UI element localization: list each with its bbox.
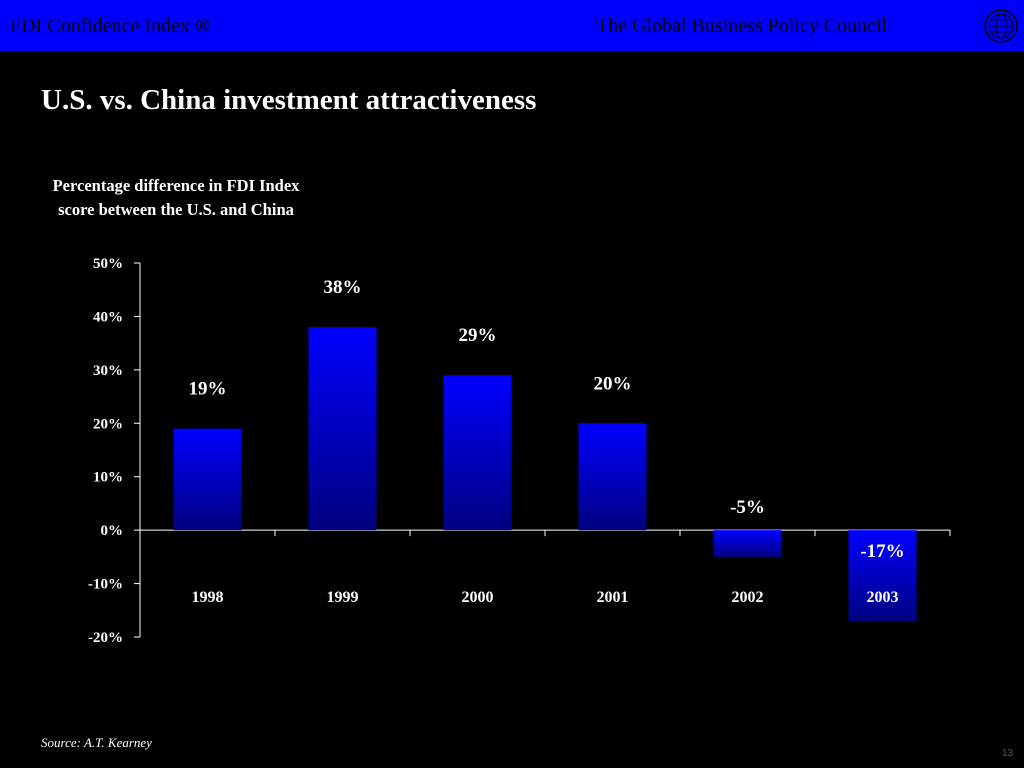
data-label-2000: 29%: [459, 325, 497, 346]
category-label-2003: 2003: [867, 589, 899, 606]
category-label-2000: 2000: [462, 589, 494, 606]
y-tick-label: 0%: [101, 523, 124, 539]
chart-title: Percentage difference in FDI Index score…: [16, 174, 336, 222]
category-label-2002: 2002: [732, 589, 764, 606]
y-tick-label: 50%: [93, 256, 123, 272]
y-tick-label: -20%: [88, 630, 123, 646]
category-label-1998: 1998: [192, 589, 224, 606]
data-label-1999: 38%: [324, 277, 362, 298]
data-label-1998: 19%: [189, 379, 227, 400]
globe-seal-icon: [984, 9, 1018, 43]
y-tick-label: 10%: [93, 470, 123, 486]
bar-1999: [308, 327, 377, 531]
data-label-2002: -5%: [730, 497, 765, 518]
category-label-1999: 1999: [327, 589, 359, 606]
y-tick-label: 20%: [93, 416, 123, 432]
bar-2003: [848, 530, 917, 621]
category-label-2001: 2001: [597, 589, 629, 606]
chart-title-line-1: Percentage difference in FDI Index: [52, 176, 300, 195]
y-tick-label: 30%: [93, 363, 123, 379]
header-bar: FDI Confidence Index ® The Global Busine…: [0, 0, 1024, 51]
data-label-2001: 20%: [594, 373, 632, 394]
source-note: Source: A.T. Kearney: [41, 735, 152, 750]
bar-2001: [578, 423, 647, 531]
bar-2000: [443, 375, 512, 531]
chart-title-line-2: score between the U.S. and China: [58, 200, 294, 219]
header-council-label: The Global Business Policy Council: [596, 15, 888, 37]
bar-2002: [713, 530, 782, 557]
header-index-label: FDI Confidence Index ®: [10, 15, 211, 37]
y-tick-label: 40%: [93, 309, 123, 325]
y-tick-label: -10%: [88, 577, 123, 593]
bar-1998: [173, 428, 242, 531]
page-number: 13: [1002, 748, 1014, 759]
slide-title: U.S. vs. China investment attractiveness: [41, 84, 537, 116]
data-label-2003: -17%: [860, 541, 904, 562]
